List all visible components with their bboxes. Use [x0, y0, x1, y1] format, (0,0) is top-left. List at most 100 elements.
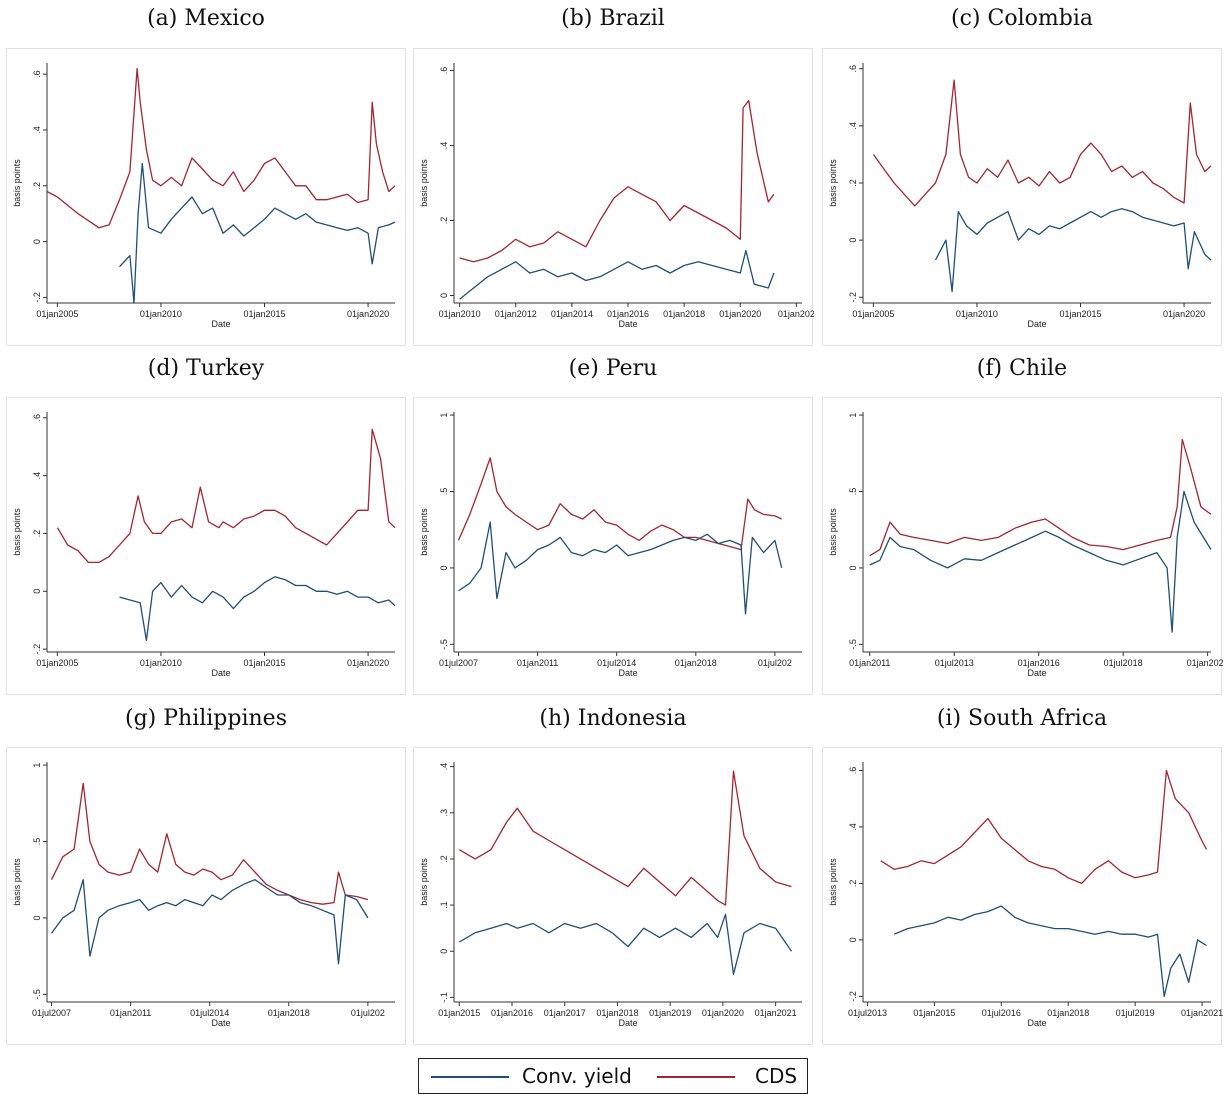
chart-panel-mexico: -.2 0 .2 .4 .6 01jan2005 01jan2010 01jan2015 01j…	[6, 48, 406, 346]
x-axis-label: Date	[1027, 1018, 1046, 1028]
x-tick-label: 01jul2019	[1116, 1008, 1155, 1018]
y-axis-label: basis points	[828, 508, 838, 556]
series-line-cds	[50, 782, 369, 905]
x-tick-label: 01jan2018	[1047, 1008, 1089, 1018]
x-axis-label: Date	[211, 319, 230, 329]
series-line-conv-yield	[459, 249, 775, 300]
chart-panel-south-africa: -.2 0 .2 .4 .6 01jul2013 01jan2015 01jul2016 01j…	[822, 747, 1223, 1045]
x-tick-label: 01jan2015	[243, 658, 285, 668]
x-tick-label: 01jan2019	[649, 1008, 691, 1018]
y-tick-label: -.2	[848, 292, 858, 303]
y-tick-label: .2	[32, 530, 42, 538]
y-tick-label: .4	[32, 472, 42, 480]
panel-title-peru: (e) Peru	[568, 356, 658, 381]
series-line-cds	[457, 457, 782, 551]
series-line-conv-yield	[50, 879, 369, 965]
y-axis-label: basis points	[828, 858, 838, 906]
y-tick-label: .6	[439, 67, 449, 75]
y-tick-label: .4	[848, 122, 858, 130]
chart-panel-turkey: -.2 0 .2 .4 .6 01jan2005 01jan2010 01jan2015 01j…	[6, 397, 406, 695]
y-tick-label: .4	[848, 823, 858, 831]
y-tick-label: 0	[32, 915, 42, 920]
chart-panel-colombia: -.2 0 .2 .4 .6 01jan2005 01jan2010 01jan2015 01j…	[822, 48, 1222, 346]
x-tick-label: 01jan2016	[607, 309, 649, 319]
x-tick-label: 01jul2013	[848, 1008, 887, 1018]
x-tick-label: 01jul2014	[597, 658, 636, 668]
x-tick-label: 01jan2018	[596, 1008, 638, 1018]
x-tick-label: 01jan2020	[347, 658, 389, 668]
y-tick-label: 0	[439, 949, 449, 954]
y-tick-label: .2	[439, 217, 449, 225]
x-axis-label: Date	[1027, 668, 1046, 678]
x-axis-label: Date	[211, 1018, 230, 1028]
y-tick-label: 1	[848, 413, 858, 418]
y-tick-label: 1	[32, 763, 42, 768]
y-tick-label: 1	[439, 413, 449, 418]
y-tick-label: 0	[439, 293, 449, 298]
x-tick-label: 01jan2011	[110, 1008, 151, 1018]
x-tick-label: 01jul2016	[982, 1008, 1021, 1018]
series-line-conv-yield	[869, 490, 1212, 633]
x-axis-label: Date	[618, 1018, 637, 1028]
chart-panel-peru: -.5 0 .5 1 01jul2007 01jan2011 01jul2014 01jan2…	[413, 397, 813, 695]
legend-conv-yield-line	[431, 1076, 509, 1078]
y-tick-label: -.2	[32, 644, 42, 655]
x-tick-label: 01jan2021	[1181, 1008, 1223, 1018]
panel-title-south-africa: (i) South Africa	[936, 706, 1108, 731]
series-line-conv-yield	[119, 576, 396, 642]
series-line-cds	[869, 438, 1212, 557]
series-line-conv-yield	[893, 905, 1207, 998]
y-tick-label: .5	[848, 488, 858, 496]
y-axis-label: basis points	[12, 508, 22, 556]
x-tick-label: 01jan2005	[36, 658, 78, 668]
x-tick-label: 01jan2010	[439, 309, 481, 319]
x-tick-label: 01jul2007	[32, 1008, 71, 1018]
legend-cds-line	[657, 1076, 735, 1078]
x-tick-label: 01jan2015	[913, 1008, 955, 1018]
chart-svg-indonesia: -.1 0 .1 .2 .3 .4 01jan2015 01jan2016 01jan2017 0…	[419, 762, 802, 1028]
x-tick-label: 01jul2013	[935, 658, 974, 668]
y-tick-label: .4	[439, 763, 449, 771]
x-tick-label: 01jan2010	[140, 658, 182, 668]
series-line-cds	[872, 79, 1212, 207]
y-tick-label: .3	[439, 809, 449, 817]
x-tick-label: 01jan2020	[702, 1008, 744, 1018]
y-tick-label: 0	[439, 565, 449, 570]
panel-title-mexico: (a) Mexico	[147, 6, 265, 31]
panel-title-colombia: (c) Colombia	[951, 6, 1093, 31]
x-tick-label: 01jan2005	[852, 309, 894, 319]
y-tick-label: -.2	[32, 292, 42, 303]
y-tick-label: -.2	[848, 991, 858, 1002]
panel-title-brazil: (b) Brazil	[561, 6, 665, 31]
y-axis-label: basis points	[828, 159, 838, 207]
y-tick-label: .6	[848, 767, 858, 775]
x-tick-label: 01jul2014	[190, 1008, 229, 1018]
y-tick-label: -.5	[439, 639, 449, 650]
x-tick-label: 01jan2010	[956, 309, 998, 319]
series-line-conv-yield	[934, 208, 1212, 293]
y-tick-label: 0	[32, 589, 42, 594]
chart-svg-colombia: -.2 0 .2 .4 .6 01jan2005 01jan2010 01jan2015 01j…	[828, 63, 1212, 329]
y-axis-label: basis points	[419, 508, 429, 556]
x-axis-label: Date	[618, 319, 637, 329]
y-tick-label: .5	[439, 488, 449, 496]
x-tick-label: 01jul202	[758, 658, 792, 668]
y-tick-label: 0	[848, 565, 858, 570]
chart-svg-turkey: -.2 0 .2 .4 .6 01jan2005 01jan2010 01jan2015 01j…	[12, 412, 396, 678]
x-tick-label: 01jan2017	[544, 1008, 586, 1018]
x-tick-label: 01jan2015	[1059, 309, 1101, 319]
series-line-cds	[880, 769, 1208, 885]
chart-panel-indonesia: -.1 0 .1 .2 .3 .4 01jan2015 01jan2016 01jan2017 0…	[413, 747, 813, 1045]
x-tick-label: 01jan2012	[495, 309, 537, 319]
y-tick-label: .2	[848, 880, 858, 888]
series-line-conv-yield	[119, 162, 396, 304]
y-tick-label: .1	[439, 901, 449, 909]
chart-svg-south-africa: -.2 0 .2 .4 .6 01jul2013 01jan2015 01jul2016 01j…	[828, 762, 1223, 1028]
x-tick-label: 01jan2018	[663, 309, 705, 319]
x-tick-label: 01jul2018	[1104, 658, 1143, 668]
series-line-cds	[458, 770, 792, 906]
chart-svg-brazil: 0 .2 .4 .6 01jan2010 01jan2012 01jan2014 01jan2…	[419, 63, 814, 329]
x-tick-label: 01jul202	[351, 1008, 385, 1018]
y-tick-label: .4	[439, 142, 449, 150]
chart-panel-brazil: 0 .2 .4 .6 01jan2010 01jan2012 01jan2014 01jan2…	[413, 48, 814, 346]
